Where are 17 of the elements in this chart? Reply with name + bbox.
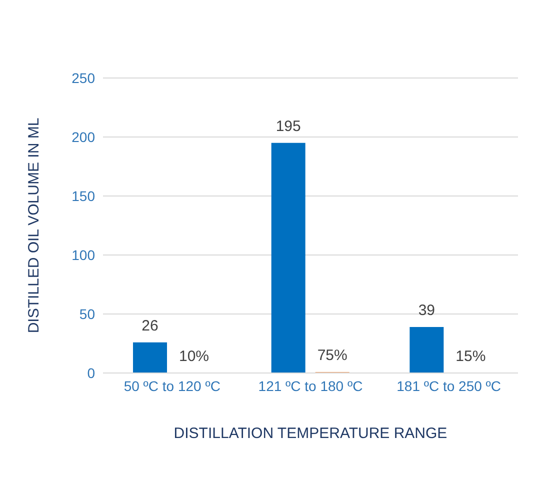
x-tick-label: 181 ºC to 250 ºC [396,378,502,394]
x-tick-label: 121 ºC to 180 ºC [258,378,363,394]
data-label: 10% [178,348,210,365]
x-tick-label: 50 ºC to 120 ºC [124,378,220,394]
data-label: 75% [317,347,348,364]
data-label: 26 [142,317,158,334]
data-label: 39 [418,302,436,319]
data-label: 15% [456,348,486,365]
y-tick-label: 0 [87,364,96,381]
data-label: 195 [276,118,301,135]
y-axis-title: DISTILLED OIL VOLUME IN ML [25,118,42,334]
y-tick-label: 250 [72,70,96,86]
y-tick-label: 100 [72,246,96,263]
y-tick-label: 150 [72,188,96,204]
x-axis-title: DISTILLATION TEMPERATURE RANGE [174,425,448,442]
y-tick-label: 50 [79,306,96,322]
y-tick-label: 200 [72,128,96,145]
